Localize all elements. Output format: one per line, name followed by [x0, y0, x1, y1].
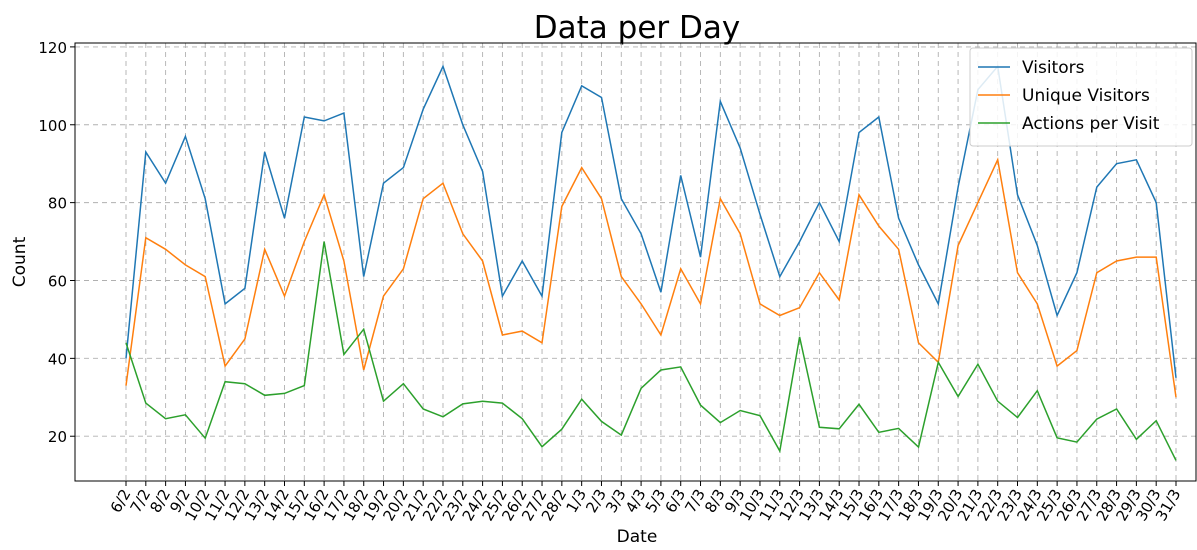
legend-label: Visitors [1022, 58, 1085, 78]
legend-box [969, 47, 1193, 147]
legend-label: Actions per Visit [1022, 114, 1160, 134]
data-line [125, 241, 1177, 461]
x-axis-label: Date [617, 527, 658, 546]
y-tick-label: 120 [38, 39, 67, 57]
y-tick-label: 60 [48, 272, 67, 290]
y-tick-label: 80 [48, 195, 67, 213]
legend: Visitors Unique Visitors Actions per Visit [969, 47, 1193, 147]
y-axis-label: Count [10, 236, 30, 287]
y-tick-label: 20 [48, 428, 67, 446]
chart-title: Data per Day [534, 10, 740, 46]
y-tick-label: 100 [38, 117, 67, 135]
y-tick-label: 40 [48, 350, 67, 368]
legend-label: Unique Visitors [1022, 86, 1150, 106]
plot-frame [74, 42, 1197, 482]
data-line [125, 157, 1177, 398]
